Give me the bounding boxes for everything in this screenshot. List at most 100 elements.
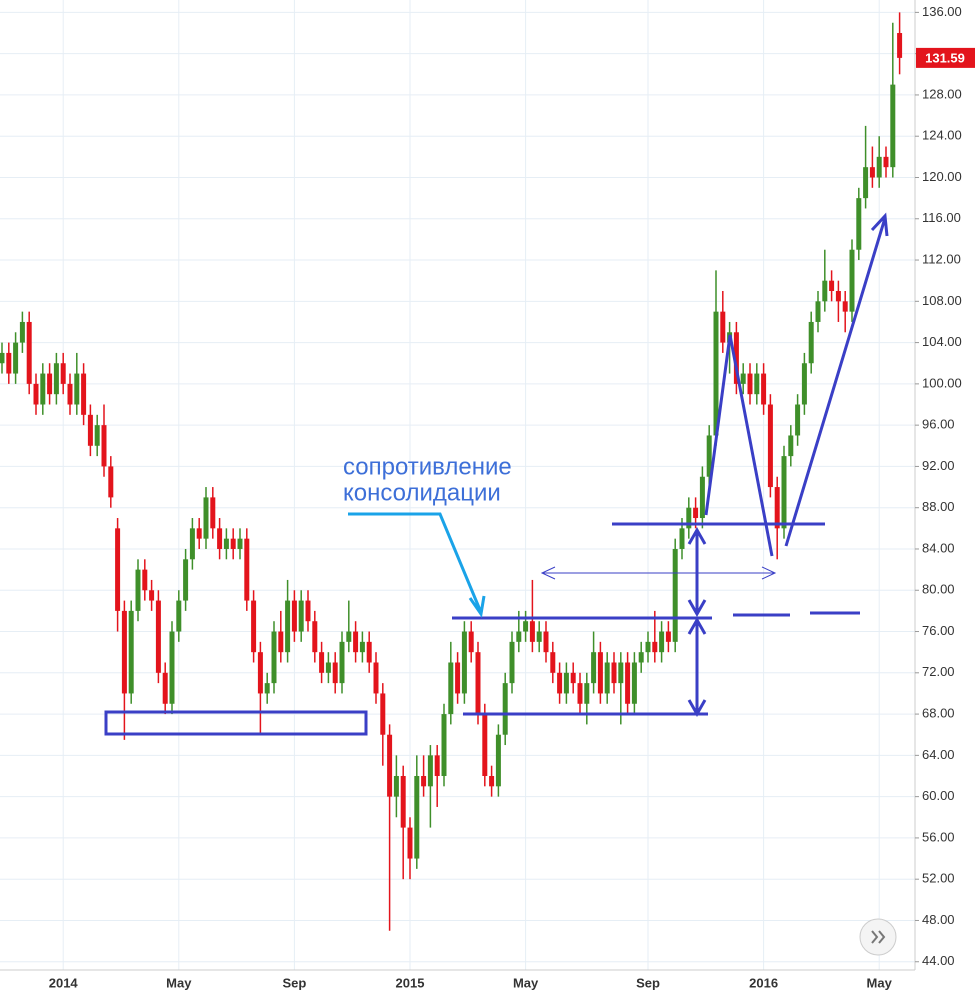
candle-body [87, 414, 93, 446]
candle-body [312, 621, 318, 653]
candle-body [516, 631, 522, 642]
candle-body [393, 776, 399, 797]
candle-body [53, 363, 59, 395]
candle-body [733, 332, 739, 384]
candle-body [176, 600, 182, 632]
candle-body [26, 321, 32, 384]
candle-body [189, 528, 195, 560]
candle-body [264, 683, 270, 694]
candle-body [67, 383, 73, 405]
candle-body [584, 683, 590, 704]
candle-body [217, 528, 223, 549]
y-tick-label: 100.00 [922, 375, 962, 390]
candle-body [808, 321, 814, 364]
y-tick-label: 60.00 [922, 788, 955, 803]
candle-body [618, 662, 624, 684]
candle-body [659, 631, 665, 653]
pointer-arrow [348, 512, 486, 618]
candle-body [380, 693, 386, 735]
candle-body [883, 156, 889, 168]
candle-body [128, 610, 134, 694]
candle-body [40, 373, 46, 405]
candle-body [502, 683, 508, 735]
x-tick-label: May [513, 975, 539, 990]
candle-body [74, 373, 80, 405]
candle-body [604, 662, 610, 694]
candle-body [81, 373, 87, 415]
candle-body [761, 373, 767, 405]
candle-body [536, 631, 542, 642]
candle-body [149, 590, 155, 601]
target-arrow [784, 212, 889, 547]
candle-body [285, 600, 291, 653]
candle-body [795, 404, 801, 436]
candle-body [210, 497, 216, 529]
candle-body [652, 641, 658, 653]
y-tick-label: 104.00 [922, 334, 962, 349]
candle-body [237, 538, 243, 549]
candle-body [699, 476, 705, 519]
x-tick-label: Sep [282, 975, 306, 990]
candle-body [482, 714, 488, 776]
y-tick-label: 120.00 [922, 169, 962, 184]
y-tick-label: 56.00 [922, 829, 955, 844]
candle-body [475, 652, 481, 715]
candles [0, 12, 903, 931]
y-tick-label: 108.00 [922, 293, 962, 308]
candle-body [686, 507, 692, 529]
candle-body [665, 631, 671, 642]
candle-body [693, 507, 699, 519]
candle-body [550, 652, 556, 673]
candle-body [373, 662, 379, 694]
y-tick-label: 116.00 [922, 210, 961, 225]
candle-body [169, 631, 175, 704]
candle-body [434, 755, 440, 776]
candle-body [489, 776, 495, 787]
candle-body [427, 755, 433, 787]
y-tick-label: 52.00 [922, 871, 955, 886]
candle-body [563, 672, 569, 694]
candle-body [244, 538, 250, 601]
candle-body [591, 652, 597, 684]
x-tick-label: 2014 [49, 975, 79, 990]
candle-body [876, 156, 882, 178]
annotation-text: консолидации [343, 479, 501, 506]
candle-body [115, 528, 121, 611]
candle-body [387, 734, 393, 797]
candle-body [611, 662, 617, 684]
y-tick-label: 136.00 [922, 4, 962, 19]
candle-body [448, 662, 454, 715]
y-tick-label: 80.00 [922, 582, 955, 597]
candle-body [0, 352, 5, 364]
last-price-label: 131.59 [925, 50, 965, 65]
candle-body [203, 497, 209, 539]
candle-body [529, 621, 535, 642]
candle-body [815, 301, 821, 322]
y-tick-label: 88.00 [922, 499, 955, 514]
candle-body [461, 631, 467, 694]
candle-body [101, 425, 107, 467]
candle-body [842, 301, 848, 312]
candle-body [319, 652, 325, 673]
candle-body [706, 435, 712, 477]
candle-body [257, 652, 263, 694]
x-tick-label: 2015 [396, 975, 425, 990]
candle-body [298, 600, 304, 632]
candle-body [108, 466, 114, 498]
y-tick-label: 68.00 [922, 706, 955, 721]
annotation-text: сопротивление [343, 453, 512, 480]
candle-body [60, 363, 66, 384]
candle-body [863, 167, 869, 199]
candle-body [251, 600, 257, 653]
candle-body [897, 33, 903, 58]
scroll-button[interactable] [859, 918, 897, 956]
candle-body [645, 641, 651, 653]
candle-body [720, 311, 726, 343]
y-tick-label: 92.00 [922, 458, 955, 473]
candle-body [597, 652, 603, 694]
candle-body [183, 559, 189, 601]
scroll-icon[interactable] [871, 930, 886, 944]
range-arrow [687, 616, 707, 718]
grid [0, 0, 915, 970]
candle-body [230, 538, 236, 549]
